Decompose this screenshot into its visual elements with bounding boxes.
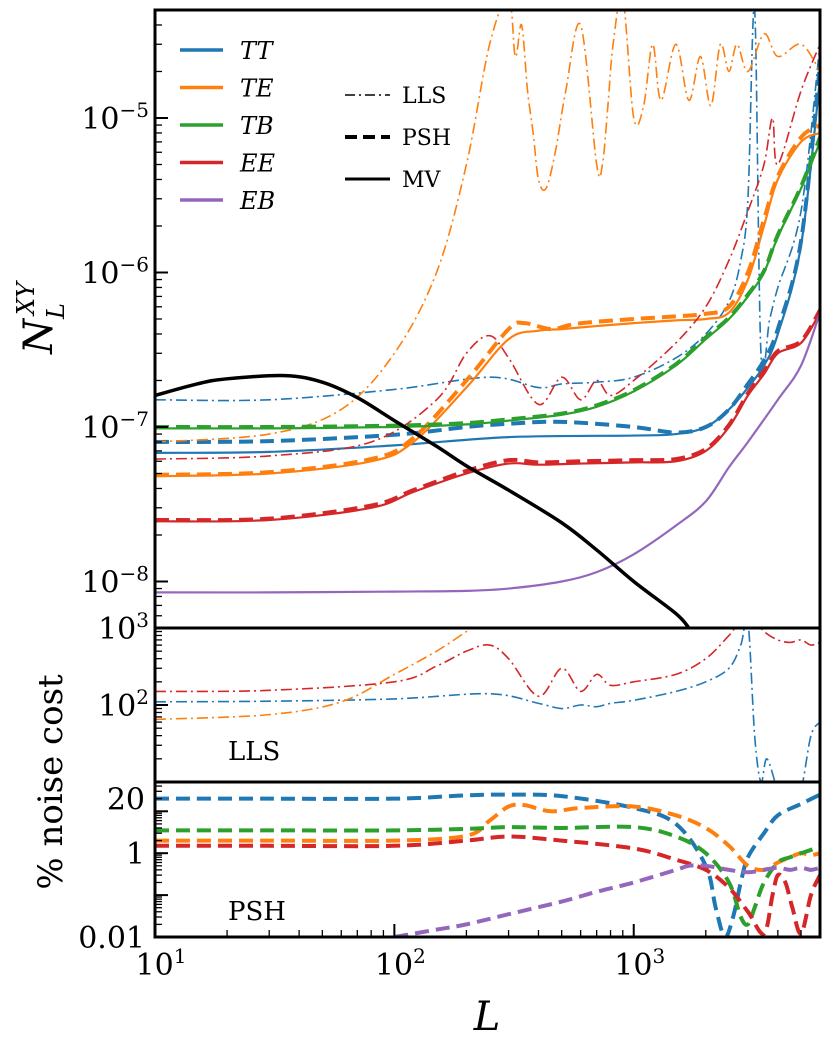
series-te-mv [155,131,820,478]
series-tb-mv [155,141,820,430]
series-ee-lls [155,43,820,460]
series-tt-mv [155,78,820,454]
x-tick-label: 103 [614,944,665,983]
series-te-lls [155,10,820,443]
series-mv-mv [155,373,691,628]
series-tt-psh [155,64,820,444]
y-tick-label: 102 [98,685,149,724]
series-te-lls [155,628,474,721]
series-ee-psh [155,309,820,523]
y-tick-label: 103 [98,608,149,647]
legend: TT TE TB EE EB LLS PSH MV [180,37,451,215]
y-tick-label: 10−8 [81,561,149,600]
axis-labels: 10−8 10−7 10−6 10−5 102 103 0.01 1 20 101 102 103 L N… [12,98,665,1040]
y-tick-label: 20 [107,783,145,818]
legend-label-ee: EE [239,150,276,178]
y-tick-label: 10−7 [81,407,149,446]
series-ee-psh [155,834,820,936]
legend-label-te: TE [240,75,274,103]
x-tick-label: 102 [375,944,426,983]
series-tt-lls [155,628,820,782]
top-panel-series [155,10,820,628]
outer-frame [153,8,822,939]
panel-frames [153,8,822,939]
series-eb-psh [394,863,820,937]
series-eb-mv [155,312,820,594]
legend-label-eb: EB [239,187,275,215]
x-tick-label: 101 [136,944,187,983]
series-tb-psh [155,824,820,927]
middle-panel-series [155,628,820,782]
top-y-axis-title: NLXY [12,280,70,355]
series-te-psh [155,123,820,477]
y-tick-label: 10−5 [81,98,149,137]
legend-label-tb: TB [240,112,274,140]
legend-label-mv: MV [402,168,442,193]
series-tb-psh [155,136,820,430]
noise-cost-y-axis-title: % noise cost [31,674,71,890]
series-ee-lls [155,628,820,698]
legend-label-tt: TT [240,37,274,65]
y-tick-label: 1 [126,837,145,872]
series-te-psh [155,802,820,873]
x-axis-title: L [473,994,501,1040]
legend-label-psh: PSH [402,126,451,151]
psh-panel-label: PSH [228,897,286,927]
y-tick-label: 10−6 [81,252,149,291]
lls-panel-label: LLS [228,737,280,767]
legend-label-lls: LLS [402,84,446,109]
series-tt-lls [155,10,820,402]
bottom-panel-series [155,792,820,937]
y-tick-label: 0.01 [78,921,145,956]
